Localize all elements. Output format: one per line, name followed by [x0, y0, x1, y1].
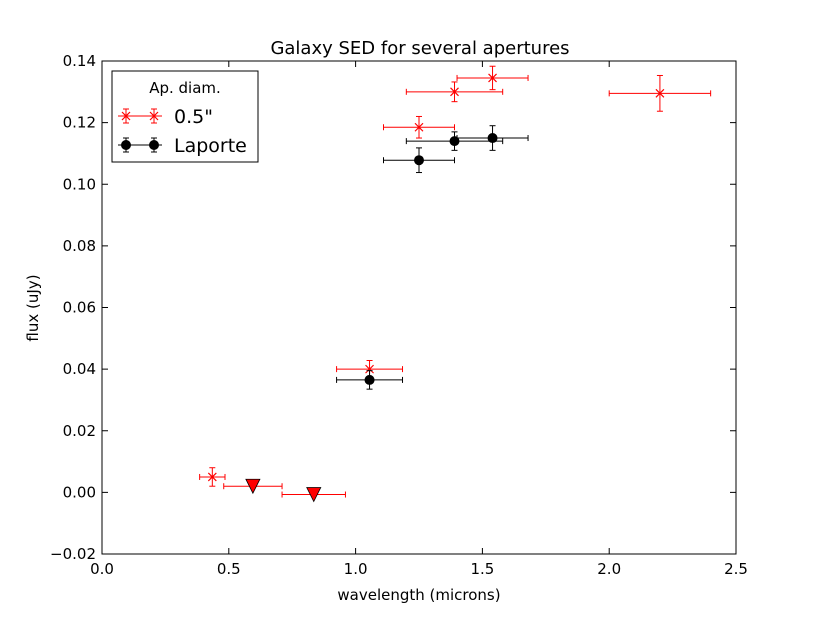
y-tick-label: 0.00 [63, 483, 96, 501]
x-marker-stroke [655, 88, 665, 98]
x-marker-stroke [488, 73, 497, 83]
y-tick-label: 0.04 [63, 360, 96, 378]
legend-label: Laporte [174, 135, 247, 157]
legend: Ap. diam. 0.5" Laporte [111, 70, 259, 163]
legend-marker [149, 140, 159, 150]
x-marker-stroke [121, 111, 131, 121]
data-point [488, 73, 497, 83]
legend-entry: 0.5" [118, 106, 213, 128]
y-tick-label: 0.10 [63, 175, 96, 193]
x-tick-label: 0.5 [217, 560, 241, 578]
x-tick-label: 2.0 [597, 560, 621, 578]
upper-limit-marker [306, 487, 322, 503]
y-tick-label: 0.08 [63, 237, 96, 255]
legend-entry: Laporte [118, 135, 247, 157]
x-axis-label: wavelength (microns) [337, 586, 500, 604]
x-marker-stroke [365, 364, 374, 374]
y-tick-label: 0.12 [63, 114, 96, 132]
plot-area [199, 65, 712, 503]
x-tick-label: 0.0 [90, 560, 114, 578]
y-tick-label: 0.14 [63, 52, 96, 70]
x-marker-stroke [450, 87, 459, 97]
data-point [414, 122, 424, 132]
data-point [364, 374, 375, 385]
x-marker-stroke [207, 472, 217, 482]
legend-marker [121, 111, 131, 121]
series-laporte [336, 125, 529, 390]
x-axis: 0.0 0.5 1.0 1.5 2.0 2.5 [90, 61, 748, 578]
y-tick-label: −0.02 [50, 545, 96, 563]
legend-label: 0.5" [174, 106, 213, 128]
data-point [207, 472, 217, 482]
legend-title: Ap. diam. [149, 79, 221, 97]
y-axis: −0.02 0.00 0.02 0.04 0.06 0.08 0.10 0.12 0.14 [50, 52, 736, 563]
y-tick-label: 0.02 [63, 422, 96, 440]
data-point [365, 364, 374, 374]
x-tick-label: 2.5 [724, 560, 748, 578]
x-tick-label: 1.0 [344, 560, 368, 578]
chart-title: Galaxy SED for several apertures [270, 38, 569, 59]
series-aperture-0-5 [199, 65, 712, 503]
data-point [414, 155, 424, 166]
x-tick-label: 1.5 [470, 560, 494, 578]
x-marker-stroke [414, 122, 424, 132]
data-point [655, 88, 665, 98]
data-point [487, 133, 498, 144]
upper-limit-marker [245, 478, 261, 495]
y-axis-label: flux (uJy) [24, 274, 42, 341]
legend-marker [121, 140, 131, 150]
legend-marker [149, 111, 159, 121]
x-marker-stroke [149, 111, 159, 121]
y-tick-label: 0.06 [63, 299, 96, 317]
data-point [450, 87, 459, 97]
